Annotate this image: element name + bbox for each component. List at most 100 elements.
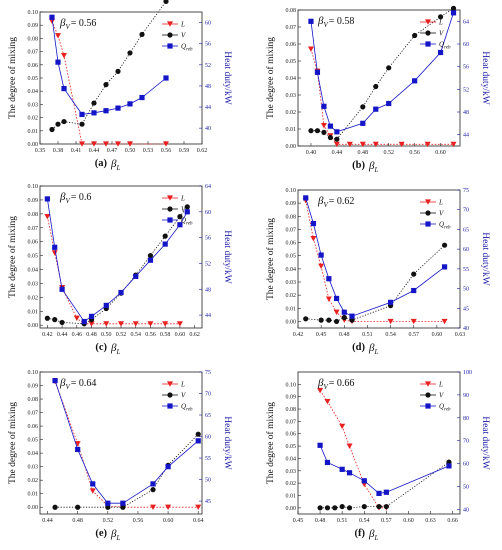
chart-panel-c: 0.42 0.44 0.46 0.48 0.50 0.52 0.54 0.56 0.58 0.60…: [7, 184, 232, 356]
x-axis-sub: L: [373, 348, 378, 356]
legend-text: V: [439, 210, 444, 218]
y-tick-label: 0.04: [286, 456, 297, 462]
data-point-L: [195, 504, 202, 511]
data-point-V: [49, 126, 55, 133]
y-tick-label: 0.04: [286, 267, 297, 273]
data-point-V: [162, 233, 168, 239]
x-tick-label: 0.52: [383, 150, 394, 156]
legend-item-L: L: [162, 21, 185, 29]
data-point-V: [412, 32, 418, 39]
x-axis-title: βL: [110, 158, 120, 172]
legend-label: V: [439, 30, 444, 38]
y-tick-label: 0.04: [28, 451, 39, 457]
x-tick-label: 0.52: [116, 332, 127, 338]
data-point-V: [177, 214, 183, 220]
y-tick-label: 0.01: [28, 129, 39, 135]
beta-value: = 0.58: [329, 16, 355, 27]
data-point-Q: [61, 85, 67, 92]
y-tick-label: 0.02: [286, 110, 297, 116]
y2-tick-label: 70: [463, 439, 469, 445]
data-point-L: [79, 141, 85, 147]
legend-sub: reb: [186, 408, 193, 413]
legend-label: L: [438, 199, 443, 207]
y2-tick-label: 48: [205, 84, 211, 90]
x-axis-beta: β: [110, 342, 117, 354]
legend-item-Q: Qreb: [162, 43, 193, 53]
y2-tick-label: 65: [205, 413, 211, 419]
data-point-V: [386, 65, 392, 71]
y-tick-label: 0.03: [28, 102, 39, 108]
y-tick-label: 0.05: [28, 76, 39, 82]
y-tick-label: 0.10: [28, 184, 39, 190]
x-tick-label: 0.51: [337, 518, 348, 524]
data-point-L: [307, 46, 314, 52]
data-point-Q: [346, 470, 353, 476]
data-point-L: [339, 423, 346, 430]
chart-panel-f: 0.45 0.48 0.51 0.54 0.57 0.60 0.63 0.66 0.00 0.01…: [265, 370, 490, 542]
legend-marker: [425, 19, 431, 25]
data-point-L: [55, 33, 61, 39]
x-axis-beta: β: [110, 528, 117, 540]
legend-marker: [425, 210, 431, 216]
data-point-Q: [127, 101, 133, 107]
x-tick-label: 0.60: [435, 150, 446, 156]
legend-text: L: [438, 19, 443, 27]
beta-value: = 0.62: [329, 196, 355, 207]
data-point-V: [317, 505, 323, 511]
x-tick-label: 0.56: [133, 518, 144, 524]
x-axis-title: βL: [368, 528, 378, 542]
data-point-V: [115, 68, 121, 74]
data-point-L: [176, 321, 183, 327]
data-point-Q: [103, 108, 109, 114]
y-tick-label: 0.08: [286, 407, 297, 413]
y-tick-label: 0.07: [286, 25, 297, 31]
data-point-V: [147, 253, 154, 259]
data-point-Q: [349, 313, 355, 319]
x-axis-beta: β: [368, 528, 375, 540]
data-point-Q: [91, 110, 97, 116]
data-point-V: [349, 317, 355, 323]
legend-item-V: V: [162, 392, 186, 400]
legend-marker: [425, 221, 431, 227]
legend-marker: [167, 21, 173, 27]
legend-text: L: [180, 21, 185, 29]
legend-sub: reb: [186, 222, 193, 227]
y2-tick-label: 75: [205, 370, 211, 376]
x-tick-label: 0.52: [103, 518, 114, 524]
x-tick-label: 0.59: [179, 148, 190, 154]
legend-text: Q: [439, 403, 444, 411]
x-tick-label: 0.66: [447, 518, 458, 524]
series-line-V: [311, 7, 454, 140]
legend-label: L: [180, 195, 185, 203]
data-point-V: [61, 118, 67, 125]
data-point-Q: [139, 94, 145, 101]
right-axis-title: Heat duty/kW: [222, 230, 232, 284]
y-tick-label: 0.08: [28, 212, 39, 218]
beta-sub: V: [323, 21, 328, 29]
data-point-Q: [105, 500, 111, 506]
data-point-Q: [341, 309, 347, 315]
legend-label: Qreb: [181, 217, 193, 227]
data-point-V: [326, 317, 332, 323]
legend-label: L: [180, 21, 185, 29]
y-tick-label: 0.07: [28, 411, 39, 417]
y-tick-label: 0.06: [286, 432, 297, 438]
x-tick-label: 0.56: [409, 150, 420, 156]
y-tick-label: 0.04: [28, 268, 39, 274]
x-tick-label: 0.51: [362, 332, 373, 338]
legend-text: V: [181, 206, 186, 214]
y-tick-label: 0.01: [28, 492, 39, 498]
x-axis-title: βL: [110, 342, 120, 356]
legend-text: Q: [181, 43, 186, 51]
data-point-Q: [195, 438, 201, 444]
y-tick-label: 0.09: [28, 198, 39, 204]
data-point-Q: [52, 244, 58, 250]
y2-tick-label: 70: [205, 392, 211, 398]
legend-text: V: [439, 392, 444, 400]
legend-marker: [167, 206, 173, 212]
data-point-L: [450, 141, 457, 148]
legend-sub: reb: [444, 408, 451, 413]
data-point-L: [74, 441, 81, 447]
chart-panel-a: 0.35 0.38 0.41 0.44 0.47 0.50 0.53 0.56 0.59 0.62…: [7, 0, 232, 172]
y-tick-label: 0.02: [286, 481, 297, 487]
